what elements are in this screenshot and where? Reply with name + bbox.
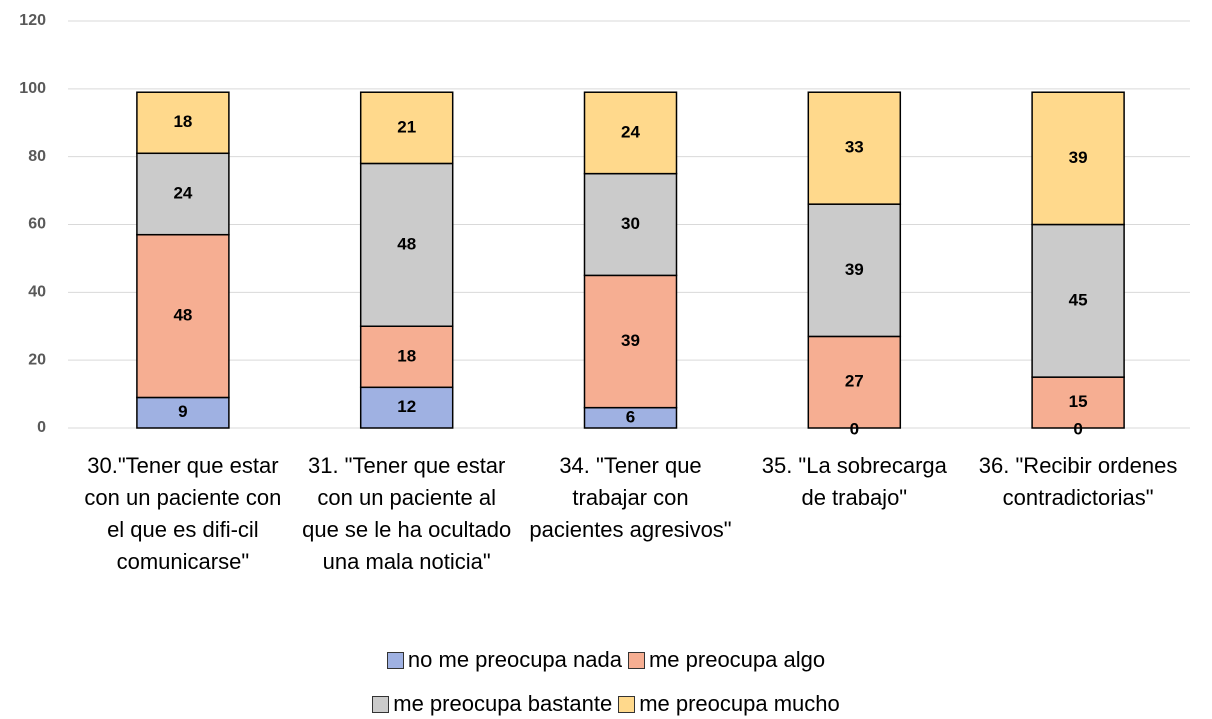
legend-swatch <box>618 695 636 713</box>
legend: no me preocupa nada me preocupa algo me pr… <box>296 638 916 719</box>
legend-item: me preocupa bastante <box>372 682 612 719</box>
bar-segment <box>359 325 454 389</box>
bar-segment <box>1031 223 1125 378</box>
legend-label: me preocupa mucho <box>639 691 840 716</box>
data-label: 6 <box>626 407 635 426</box>
bar-segment <box>807 203 902 338</box>
bar-segment <box>359 162 454 327</box>
data-label: 24 <box>173 183 192 202</box>
bar-segment <box>807 91 902 205</box>
y-tick-label: 40 <box>28 284 46 301</box>
x-tick-label: 31. "Tener que estar con un paciente al … <box>302 453 512 574</box>
y-tick-label: 60 <box>28 216 46 233</box>
legend-label: me preocupa algo <box>648 647 826 672</box>
data-label: 30 <box>621 214 640 233</box>
data-label: 0 <box>850 419 859 438</box>
data-label: 18 <box>397 346 416 365</box>
legend-swatch <box>386 651 404 669</box>
data-label: 12 <box>397 397 416 416</box>
bar-segment <box>583 172 678 277</box>
y-tick-label: 0 <box>37 419 46 436</box>
y-tick-label: 20 <box>28 351 46 368</box>
legend-swatch <box>627 651 645 669</box>
y-tick-label: 80 <box>28 148 46 165</box>
x-tick-label: 35. "La sobrecarga de trabajo" <box>761 453 947 510</box>
bar-segment <box>583 274 678 409</box>
data-label: 9 <box>178 402 187 421</box>
bar-segment <box>1031 91 1125 226</box>
data-label: 39 <box>1069 148 1088 167</box>
legend-item: no me preocupa nada <box>386 638 622 682</box>
data-label: 39 <box>845 260 864 279</box>
x-tick-label: 30."Tener que estar con un paciente con … <box>84 453 282 574</box>
x-tick-label: 36. "Recibir ordenes contradictorias" <box>978 453 1178 510</box>
bar-segment <box>359 91 454 165</box>
bar-segment <box>359 386 454 429</box>
data-label: 48 <box>397 234 416 253</box>
bar-segment <box>136 233 230 399</box>
legend-swatch <box>372 695 390 713</box>
bar-segment <box>807 335 902 429</box>
x-tick-label: 34. "Tener que trabajar con pacientes ag… <box>529 453 732 542</box>
data-label: 24 <box>621 122 640 141</box>
bar-segment <box>136 396 230 429</box>
y-tick-label: 120 <box>19 12 46 29</box>
bar-segment <box>583 91 678 175</box>
data-label: 15 <box>1069 392 1088 411</box>
legend-label: no me preocupa nada <box>407 647 622 672</box>
data-label: 48 <box>173 306 192 325</box>
legend-item: me preocupa mucho <box>618 682 840 719</box>
data-label: 33 <box>845 138 864 157</box>
y-tick-label: 100 <box>19 80 46 97</box>
bar-segment <box>136 152 230 236</box>
data-label: 0 <box>1073 419 1082 438</box>
data-label: 39 <box>621 331 640 350</box>
data-label: 27 <box>845 372 864 391</box>
data-label: 18 <box>173 112 192 131</box>
legend-label: me preocupa bastante <box>393 691 613 716</box>
legend-item: me preocupa algo <box>627 638 826 682</box>
data-label: 21 <box>397 117 416 136</box>
data-label: 45 <box>1069 290 1088 309</box>
bar-segment <box>136 91 230 155</box>
